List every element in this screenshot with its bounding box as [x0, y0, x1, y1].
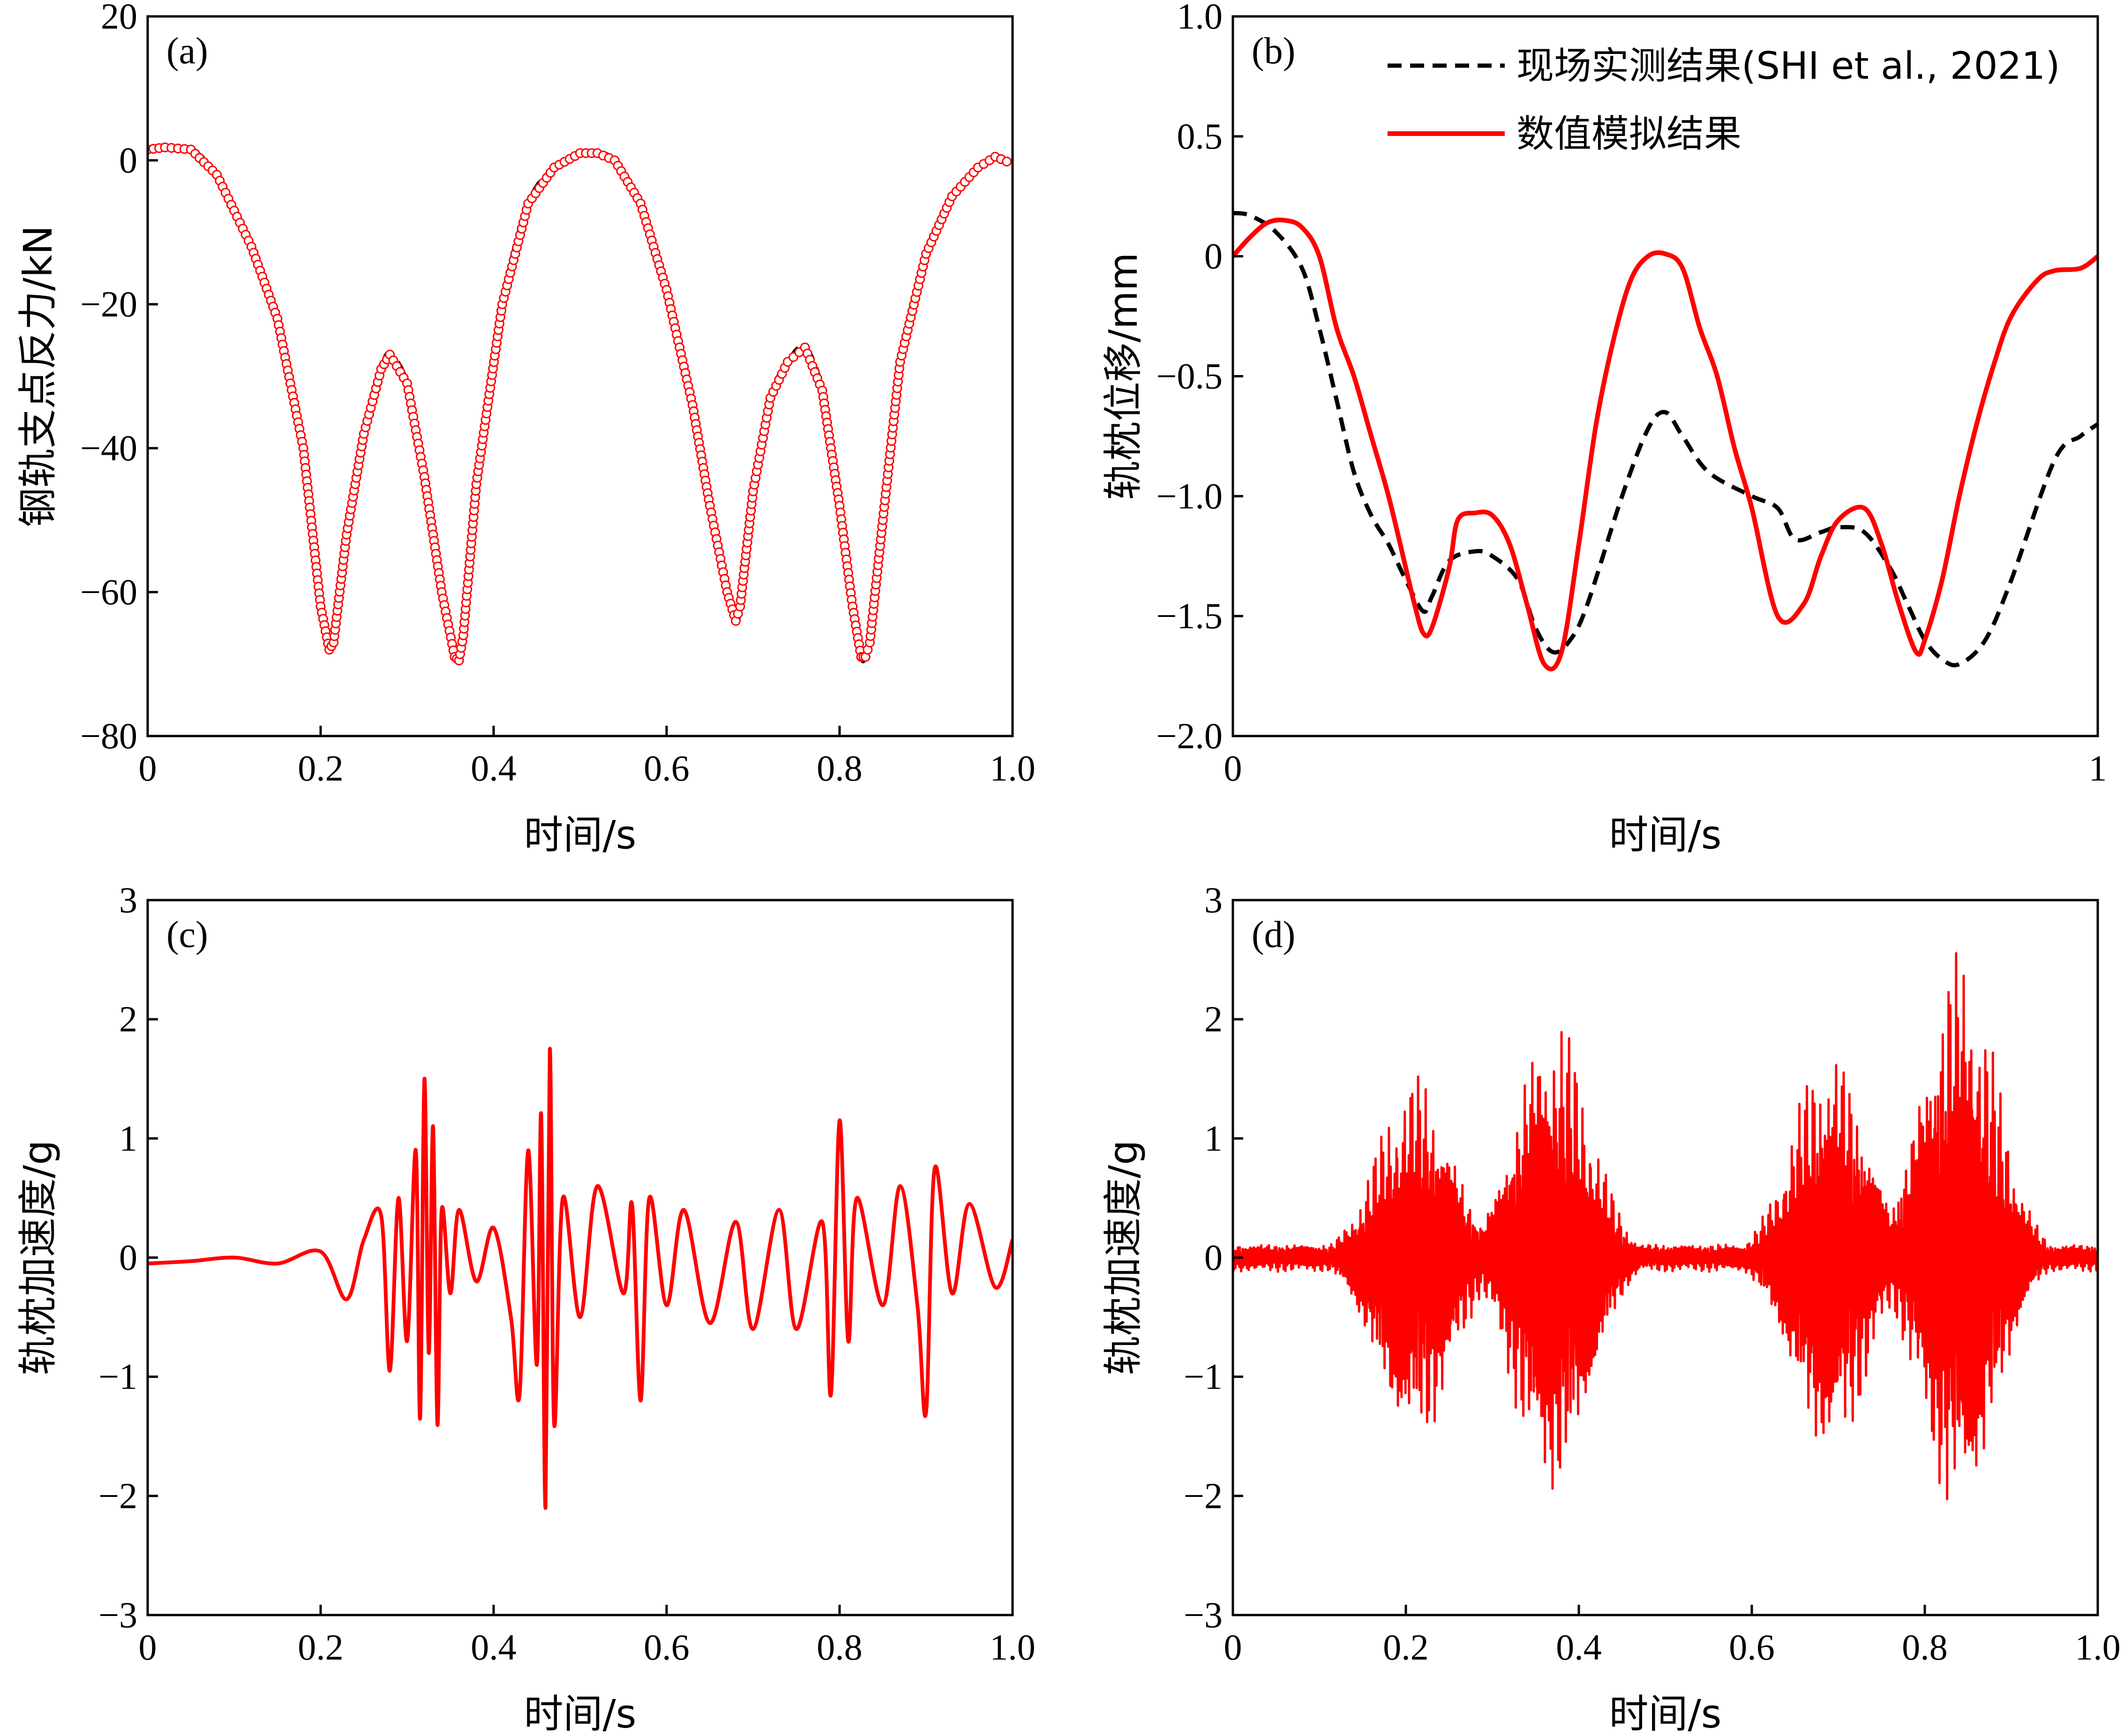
y-tick-label: 0: [1204, 236, 1223, 277]
panel-label-c: (c): [166, 914, 208, 955]
y-tick-label: 0: [1204, 1237, 1223, 1278]
plot-frame-a: [146, 15, 1014, 737]
x-axis-label-b: 时间/s: [1609, 812, 1721, 858]
y-tick-label: −1.0: [1156, 475, 1223, 516]
y-tick-label: −3: [1184, 1594, 1223, 1635]
plot-area-b: [1233, 211, 2098, 671]
x-tick-label: 0.6: [644, 748, 690, 789]
y-tick-label: 0.5: [1177, 116, 1223, 157]
y-tick-label: 3: [119, 879, 137, 920]
x-tick-label: 1.0: [2075, 1627, 2121, 1668]
x-tick-label: 1.0: [990, 1627, 1036, 1668]
data-point: [1002, 157, 1012, 167]
y-axis-label-b: 轨枕位移/mm: [1100, 253, 1146, 500]
x-tick-label: 0: [139, 748, 157, 789]
panel-label-b: (b): [1252, 30, 1295, 72]
plot-frame-c: [146, 899, 1014, 1616]
panel-a-force-chart: 0 0.2 0.4 0.6 0.8 1.0 20 0 −20 −40 −60 −80 (a) 时间/s 钢轨…: [15, 0, 1036, 858]
y-tick-label: −1.5: [1156, 595, 1223, 636]
y-tick-label: −40: [80, 428, 137, 468]
y-tick-label: −20: [80, 284, 137, 324]
x-tick-label: 0: [1224, 1627, 1242, 1668]
y-tick-label: 0: [119, 140, 137, 180]
x-axis-label-c: 时间/s: [524, 1691, 636, 1736]
y-tick-label: 2: [1204, 999, 1223, 1039]
x-axis-label-a: 时间/s: [524, 812, 636, 858]
series-b-measured: [1233, 211, 2098, 668]
x-tick-label: 0.6: [644, 1627, 690, 1668]
x-tick-label: 0.4: [471, 748, 517, 789]
plot-area-c: [148, 1047, 1013, 1510]
series-c-numerical: [148, 1047, 1013, 1510]
x-tick-label: 0.4: [1556, 1627, 1602, 1668]
plot-area-a: [148, 142, 1013, 667]
panel-label-d: (d): [1252, 914, 1295, 955]
y-tick-label: 1.0: [1177, 0, 1223, 37]
y-tick-label: −60: [80, 571, 137, 612]
panel-label-a: (a): [166, 30, 208, 72]
x-tick-label: 0.8: [817, 748, 863, 789]
y-axis-label-c: 轨枕加速度/g: [15, 1140, 61, 1375]
y-tick-label: 3: [1204, 879, 1223, 920]
legend-label: 现场实测结果(SHI et al., 2021): [1516, 44, 2060, 88]
legend-label: 数值模拟结果: [1516, 112, 1741, 156]
x-tick-label: 0.2: [298, 1627, 344, 1668]
y-tick-label: 1: [1204, 1118, 1223, 1158]
y-axis-label-a: 钢轨支点反力/kN: [15, 225, 61, 527]
y-tick-label: −3: [98, 1594, 137, 1635]
y-tick-label: −80: [80, 715, 137, 756]
x-tick-label: 0.4: [471, 1627, 517, 1668]
panel-b-displacement-chart: 0 1 1.0 0.5 0 −0.5 −1.0 −1.5 −2.0 (b) 时间/s 轨枕位移/mm 现…: [1100, 0, 2107, 858]
x-axis-label-d: 时间/s: [1609, 1691, 1721, 1736]
y-tick-label: −2: [1184, 1475, 1223, 1516]
x-tick-label: 0.6: [1729, 1627, 1775, 1668]
series-a-markers: [148, 142, 1012, 666]
x-tick-label: 0.8: [817, 1627, 863, 1668]
y-tick-label: −1: [98, 1356, 137, 1397]
x-tick-label: 0: [139, 1627, 157, 1668]
series-b-numerical: [1233, 218, 2098, 671]
y-tick-label: 0: [119, 1237, 137, 1278]
y-tick-label: 2: [119, 999, 137, 1039]
y-tick-label: −0.5: [1156, 356, 1223, 397]
panel-c-acceleration-chart: 0 0.2 0.4 0.6 0.8 1.0 3 2 1 0 −1 −2 −3 (c) 时间/s 轨枕加速度/g: [15, 879, 1036, 1736]
y-tick-label: −1: [1184, 1356, 1223, 1397]
y-axis-label-d: 轨枕加速度/g: [1100, 1140, 1146, 1375]
panel-d-acceleration-chart: 0 0.2 0.4 0.6 0.8 1.0 3 2 1 0 −1 −2 −3 (d) 时间/s 轨枕加速度/g: [1100, 879, 2121, 1736]
x-tick-label: 0.2: [298, 748, 344, 789]
y-tick-label: −2: [98, 1475, 137, 1516]
y-tick-label: 1: [119, 1118, 137, 1158]
series-a-measured: [148, 144, 1013, 667]
y-tick-label: −2.0: [1156, 715, 1223, 756]
x-tick-label: 1.0: [990, 748, 1036, 789]
x-tick-label: 0.8: [1902, 1627, 1948, 1668]
y-tick-label: 20: [101, 0, 137, 37]
x-tick-label: 0: [1224, 748, 1242, 789]
x-tick-label: 0.2: [1383, 1627, 1429, 1668]
plot-area-d: [1233, 952, 2098, 1501]
series-d-acceleration: [1233, 952, 2098, 1501]
x-tick-label: 1: [2089, 748, 2107, 789]
